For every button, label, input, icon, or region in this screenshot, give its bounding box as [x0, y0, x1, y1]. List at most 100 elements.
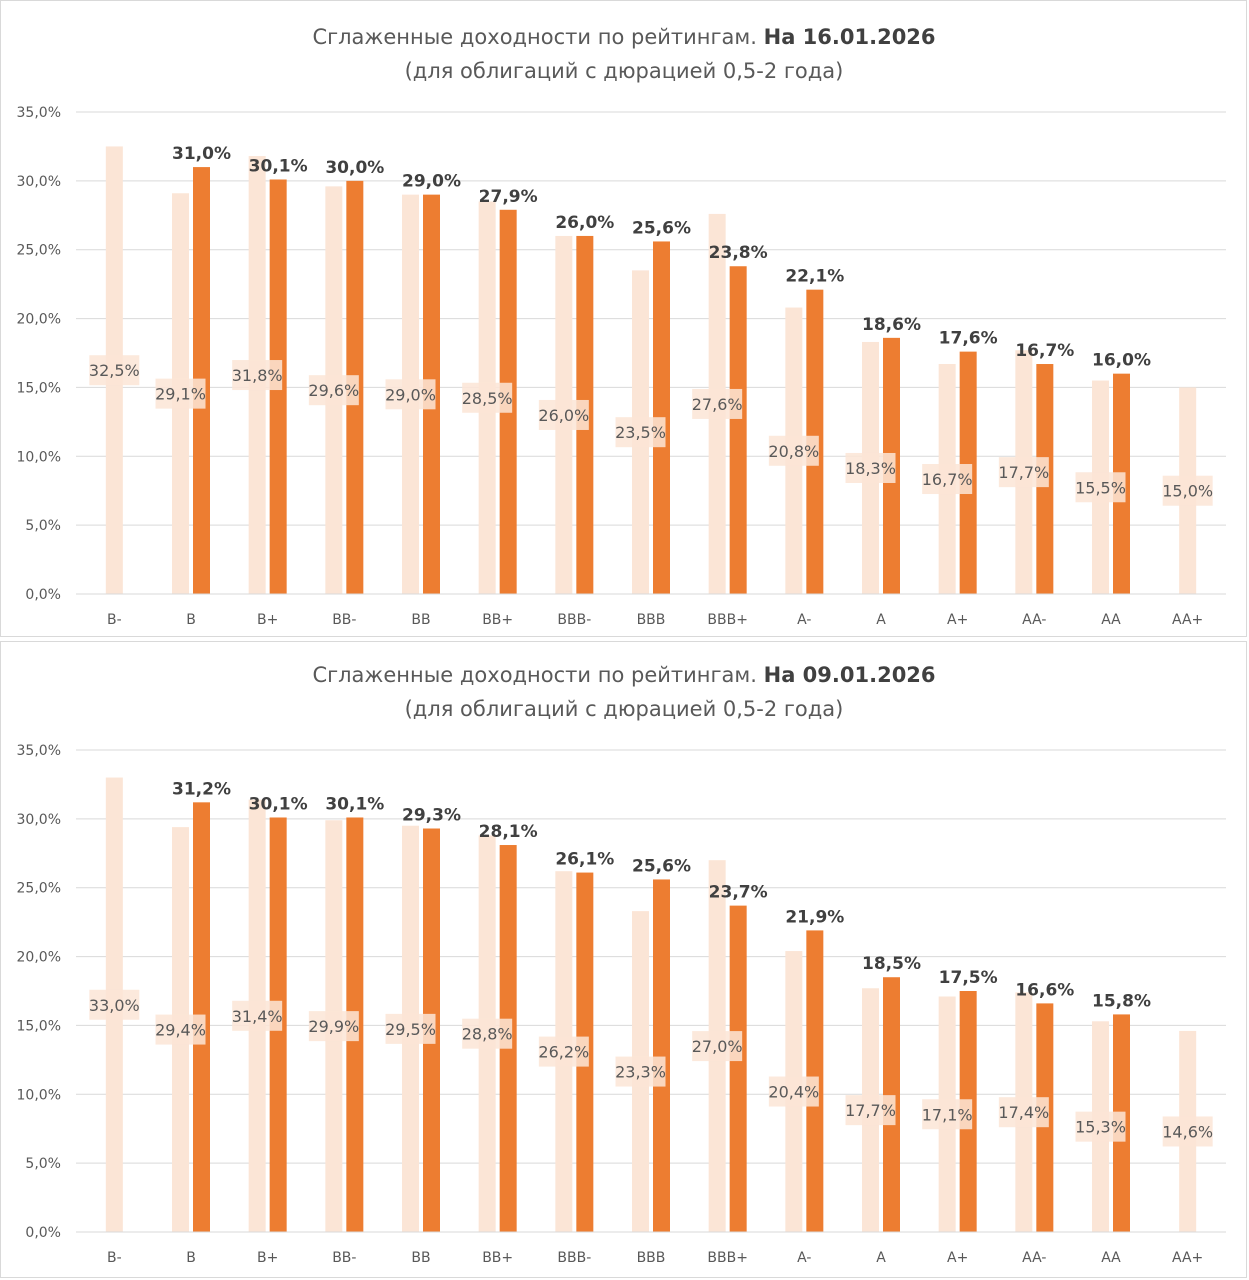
x-category-label: BB — [411, 612, 430, 628]
bar-current — [729, 905, 747, 1232]
data-label-previous: 15,3% — [1075, 1118, 1126, 1137]
data-label-current: 29,0% — [402, 172, 461, 192]
data-label-background — [385, 379, 436, 410]
x-category-label: BB+ — [482, 1250, 513, 1266]
data-label-previous: 14,6% — [1162, 1122, 1213, 1141]
y-tick-label: 20,0% — [17, 950, 61, 966]
x-category-label: A+ — [947, 612, 968, 628]
data-label-previous: 28,8% — [462, 1025, 513, 1044]
x-category-label: AA- — [1022, 612, 1046, 628]
y-tick-label: 0,0% — [25, 1225, 61, 1241]
x-category-label: AA+ — [1172, 1250, 1203, 1266]
data-label-background — [1075, 1111, 1126, 1142]
data-label-current: 25,6% — [632, 218, 691, 238]
y-tick-label: 30,0% — [17, 174, 61, 190]
data-label-previous: 15,5% — [1075, 478, 1126, 497]
x-category-label: B- — [107, 1250, 122, 1266]
y-tick-label: 35,0% — [17, 743, 61, 759]
data-label-current: 16,7% — [1015, 341, 1074, 361]
x-category-label: B+ — [257, 1250, 278, 1266]
data-label-background — [538, 399, 589, 430]
data-label-current: 18,5% — [862, 954, 921, 974]
data-label-previous: 23,3% — [615, 1063, 666, 1082]
data-label-current: 16,0% — [1092, 351, 1151, 371]
data-label-current: 16,6% — [1015, 980, 1074, 1000]
data-label-background — [1075, 472, 1126, 503]
x-category-label: AA — [1101, 612, 1121, 628]
data-label-previous: 31,8% — [232, 366, 283, 385]
x-category-label: BB+ — [482, 612, 513, 628]
data-label-previous: 27,6% — [692, 395, 743, 414]
bar-current — [729, 266, 747, 594]
x-category-label: B- — [107, 612, 122, 628]
yield-chart-09-01: Сглаженные доходности по рейтингам. На 0… — [17, 663, 1226, 1266]
data-label-background — [845, 452, 896, 483]
data-label-previous: 17,4% — [998, 1103, 1049, 1122]
y-tick-label: 5,0% — [25, 1156, 61, 1172]
data-label-background — [922, 464, 973, 495]
data-label-background — [768, 1076, 819, 1107]
data-label-previous: 29,9% — [308, 1017, 359, 1036]
data-label-previous: 20,8% — [768, 442, 819, 461]
data-label-current: 26,0% — [555, 213, 614, 233]
y-tick-label: 35,0% — [17, 105, 61, 121]
data-label-background — [155, 378, 206, 409]
data-label-previous: 29,0% — [385, 385, 436, 404]
yield-chart-16-01: Сглаженные доходности по рейтингам. На 1… — [17, 25, 1226, 628]
data-label-previous: 31,4% — [232, 1007, 283, 1026]
data-label-previous: 29,4% — [155, 1021, 206, 1040]
x-category-label: BBB- — [557, 612, 591, 628]
x-category-label: B+ — [257, 612, 278, 628]
data-label-previous: 17,7% — [845, 1101, 896, 1120]
data-label-current: 27,9% — [479, 187, 538, 207]
data-label-current: 31,0% — [172, 144, 231, 164]
bar-current — [653, 879, 670, 1232]
data-label-background — [89, 355, 140, 386]
data-label-current: 17,5% — [939, 968, 998, 988]
data-label-previous: 27,0% — [692, 1037, 743, 1056]
y-tick-label: 15,0% — [17, 1018, 61, 1034]
data-label-previous: 18,3% — [845, 459, 896, 478]
x-category-label: AA- — [1022, 1250, 1046, 1266]
data-label-background — [845, 1095, 896, 1126]
data-label-previous: 17,1% — [922, 1105, 973, 1124]
y-tick-label: 20,0% — [17, 312, 61, 328]
data-label-current: 25,6% — [632, 856, 691, 876]
data-label-background — [308, 375, 359, 406]
data-label-background — [232, 1000, 283, 1031]
chart-subtitle: (для облигаций с дюрацией 0,5-2 года) — [405, 59, 844, 83]
x-category-label: BB- — [332, 612, 356, 628]
data-label-background — [462, 1018, 513, 1049]
y-tick-label: 0,0% — [25, 587, 61, 603]
data-label-current: 26,1% — [555, 850, 614, 870]
data-label-current: 22,1% — [785, 267, 844, 287]
data-label-background — [998, 457, 1049, 488]
x-category-label: BBB+ — [707, 1250, 748, 1266]
data-label-previous: 29,5% — [385, 1020, 436, 1039]
data-label-background — [538, 1036, 589, 1067]
x-category-label: A+ — [947, 1250, 968, 1266]
data-label-background — [692, 388, 743, 419]
chart-panel-16-01: Сглаженные доходности по рейтингам. На 1… — [0, 0, 1247, 637]
x-category-label: BBB- — [557, 1250, 591, 1266]
data-label-current: 23,7% — [709, 883, 768, 903]
x-category-label: A — [876, 1250, 886, 1266]
x-category-label: A- — [797, 612, 811, 628]
data-label-previous: 26,2% — [538, 1043, 589, 1062]
y-tick-label: 25,0% — [17, 243, 61, 259]
data-label-background — [1162, 475, 1213, 506]
data-label-background — [768, 435, 819, 466]
x-category-label: BB- — [332, 1250, 356, 1266]
data-label-background — [232, 360, 283, 391]
data-label-current: 31,2% — [172, 779, 231, 799]
data-label-background — [308, 1011, 359, 1042]
data-label-background — [1162, 1116, 1213, 1147]
data-label-current: 30,1% — [249, 794, 308, 814]
data-label-previous: 26,0% — [538, 406, 589, 425]
y-tick-label: 15,0% — [17, 380, 61, 396]
data-label-previous: 23,5% — [615, 423, 666, 442]
y-tick-label: 25,0% — [17, 881, 61, 897]
x-category-label: AA — [1101, 1250, 1121, 1266]
data-label-previous: 20,4% — [768, 1083, 819, 1102]
data-label-previous: 17,7% — [998, 463, 1049, 482]
